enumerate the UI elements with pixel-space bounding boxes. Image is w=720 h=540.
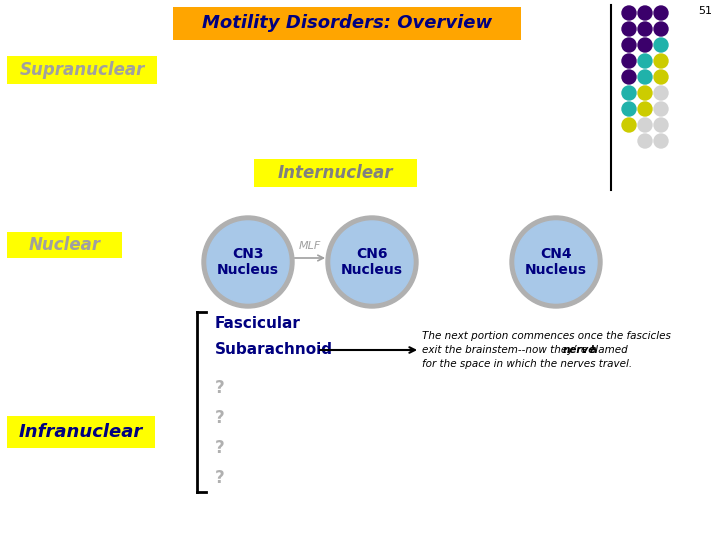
FancyBboxPatch shape (173, 7, 521, 40)
FancyArrowPatch shape (320, 347, 415, 353)
FancyBboxPatch shape (7, 56, 157, 84)
Text: CN6
Nucleus: CN6 Nucleus (341, 247, 403, 277)
Circle shape (638, 86, 652, 100)
Circle shape (654, 38, 668, 52)
Text: Fascicular: Fascicular (215, 316, 301, 332)
FancyArrowPatch shape (294, 255, 323, 261)
Text: ?: ? (215, 379, 225, 397)
Text: nerve: nerve (563, 345, 596, 355)
Text: ?: ? (215, 409, 225, 427)
Circle shape (331, 221, 413, 303)
Text: Nuclear: Nuclear (28, 236, 101, 254)
Circle shape (638, 6, 652, 20)
Circle shape (654, 70, 668, 84)
Text: Subarachnoid: Subarachnoid (215, 342, 333, 357)
Circle shape (638, 38, 652, 52)
Circle shape (622, 6, 636, 20)
Circle shape (622, 86, 636, 100)
Circle shape (515, 221, 597, 303)
Circle shape (622, 70, 636, 84)
Circle shape (638, 54, 652, 68)
Text: for the space in which the nerves travel.: for the space in which the nerves travel… (422, 359, 632, 369)
FancyBboxPatch shape (7, 232, 122, 258)
Text: The next portion commences once the fascicles: The next portion commences once the fasc… (422, 331, 671, 341)
Text: Motility Disorders: Overview: Motility Disorders: Overview (202, 15, 492, 32)
Circle shape (654, 118, 668, 132)
Circle shape (622, 54, 636, 68)
Circle shape (202, 216, 294, 308)
Circle shape (654, 86, 668, 100)
Circle shape (638, 118, 652, 132)
Circle shape (622, 102, 636, 116)
Circle shape (638, 22, 652, 36)
FancyBboxPatch shape (254, 159, 417, 187)
FancyBboxPatch shape (7, 416, 155, 448)
Circle shape (326, 216, 418, 308)
Circle shape (510, 216, 602, 308)
Circle shape (638, 70, 652, 84)
Text: Supranuclear: Supranuclear (19, 61, 145, 79)
Text: 51: 51 (698, 6, 712, 16)
Text: MLF: MLF (299, 241, 321, 251)
Text: Infranuclear: Infranuclear (19, 423, 143, 441)
Text: CN4
Nucleus: CN4 Nucleus (525, 247, 587, 277)
Circle shape (622, 22, 636, 36)
Circle shape (207, 221, 289, 303)
Circle shape (654, 54, 668, 68)
Text: Internuclear: Internuclear (278, 164, 393, 182)
Text: exit the brainstem--now they’re a: exit the brainstem--now they’re a (422, 345, 600, 355)
Circle shape (622, 118, 636, 132)
Circle shape (638, 134, 652, 148)
Circle shape (654, 6, 668, 20)
Text: . Named: . Named (584, 345, 628, 355)
Text: ?: ? (215, 439, 225, 457)
Circle shape (622, 38, 636, 52)
Text: CN3
Nucleus: CN3 Nucleus (217, 247, 279, 277)
Circle shape (654, 134, 668, 148)
Text: ?: ? (215, 469, 225, 487)
Circle shape (654, 22, 668, 36)
Circle shape (654, 102, 668, 116)
Circle shape (638, 102, 652, 116)
